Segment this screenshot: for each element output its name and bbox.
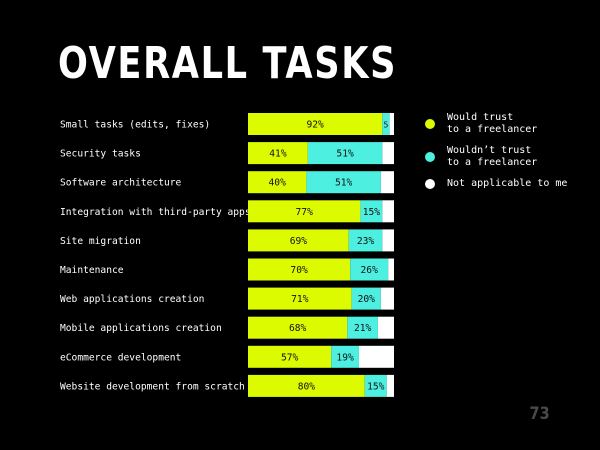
legend-dot-not-applicable (425, 179, 435, 189)
bar-segment-row-5-series-2 (388, 258, 394, 281)
bar-segment-row-7-series-2 (377, 316, 394, 339)
data-label: 51% (335, 178, 353, 189)
data-label: 70% (290, 265, 308, 276)
legend-label-would-trust: Would trust to a freelancer (447, 112, 538, 135)
category-label: Web applications creation (60, 294, 204, 305)
data-label: 57% (281, 352, 299, 363)
bar-segment-row-3-series-1 (360, 200, 383, 223)
bar-segment-row-0-series-2 (389, 113, 394, 135)
legend-dot-wouldnt-trust (425, 152, 435, 162)
bar-segment-row-1-series-2 (382, 142, 394, 165)
bar-segment-row-9-series-2 (386, 374, 394, 397)
category-label: Website development from scratch (60, 381, 245, 392)
bar-segment-row-2-series-0 (248, 171, 307, 194)
data-label: 23% (357, 236, 375, 247)
bar-segment-row-0-series-0 (248, 113, 383, 135)
bar-segment-row-1-series-1 (307, 142, 383, 165)
data-label: 40% (269, 178, 287, 189)
data-label: 19% (336, 352, 354, 363)
data-label: 5 (384, 121, 389, 130)
bar-segment-row-4-series-1 (348, 229, 383, 252)
legend-label-wouldnt-trust: Wouldn’t trust to a freelancer (447, 145, 538, 168)
category-label: eCommerce development (60, 352, 181, 363)
bar-segment-row-3-series-2 (382, 200, 394, 223)
category-label: Integration with third-party apps (60, 207, 251, 218)
data-label: 92% (306, 120, 324, 131)
legend: Would trust to a freelancer Wouldn’t tru… (425, 112, 567, 190)
bar-segment-row-2-series-2 (380, 171, 394, 194)
data-label: 15% (363, 207, 381, 218)
category-label: Small tasks (edits, fixes) (60, 120, 210, 131)
bar-segment-row-6-series-1 (351, 287, 381, 310)
category-label: Maintenance (60, 265, 124, 276)
bar-segment-row-8-series-0 (248, 345, 332, 368)
page-number: 73 (529, 404, 550, 424)
bar-segment-row-7-series-1 (347, 316, 378, 339)
bar-segment-row-8-series-2 (358, 345, 394, 368)
category-label: Security tasks (60, 149, 141, 160)
category-label: Mobile applications creation (60, 323, 222, 334)
data-label: 68% (289, 323, 307, 334)
bar-segment-row-4-series-0 (248, 229, 349, 252)
legend-label-not-applicable: Not applicable to me (447, 178, 568, 189)
data-label: 21% (354, 323, 372, 334)
data-label: 77% (296, 207, 314, 218)
data-label: 80% (298, 381, 316, 392)
page-title: OVERALL TASKS (58, 38, 398, 89)
bar-segment-row-4-series-2 (382, 229, 394, 252)
bar-segment-row-9-series-1 (364, 374, 387, 397)
legend-item-not-applicable: Not applicable to me (425, 178, 567, 190)
bar-segment-row-2-series-1 (306, 171, 381, 194)
legend-dot-would-trust (425, 119, 435, 129)
bar-segment-row-8-series-1 (331, 345, 359, 368)
bar-segment-row-3-series-0 (248, 200, 361, 223)
category-label: Site migration (60, 236, 141, 247)
bar-segment-row-7-series-0 (248, 316, 348, 339)
data-label: 15% (367, 381, 385, 392)
data-label: 51% (336, 149, 354, 160)
bar-segment-row-6-series-2 (380, 287, 394, 310)
bar-segment-row-9-series-0 (248, 374, 365, 397)
bar-segment-row-6-series-0 (248, 287, 352, 310)
data-label: 71% (291, 294, 309, 305)
data-label: 26% (361, 265, 379, 276)
category-label: Software architecture (60, 178, 182, 189)
data-label: 41% (269, 149, 287, 160)
bar-segment-row-5-series-0 (248, 258, 351, 281)
legend-item-would-trust: Would trust to a freelancer (425, 112, 567, 136)
data-label: 69% (290, 236, 308, 247)
bar-segment-row-5-series-1 (350, 258, 389, 281)
bar-segment-row-1-series-0 (248, 142, 308, 165)
data-label: 20% (358, 294, 376, 305)
bar-segment-row-0-series-1 (382, 113, 390, 135)
legend-item-wouldnt-trust: Wouldn’t trust to a freelancer (425, 145, 567, 169)
